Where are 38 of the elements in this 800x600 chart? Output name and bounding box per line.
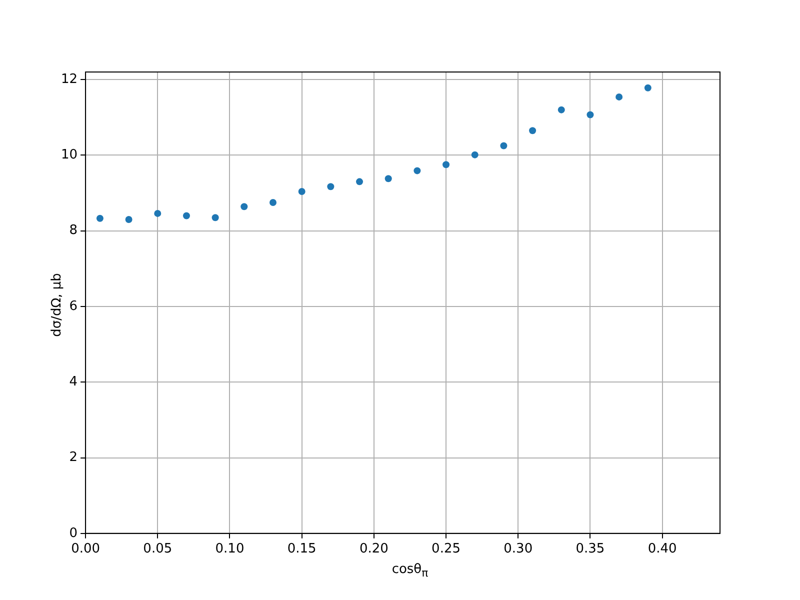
x-tick-label: 0.15 [287, 542, 316, 557]
point [586, 111, 594, 118]
y-tick-label: 0 [69, 526, 78, 541]
point [298, 188, 306, 196]
point [644, 84, 652, 92]
y-tick-label: 10 [60, 148, 78, 163]
y-axis-title: dσ/dΩ, μb [50, 273, 64, 337]
x-tick-label: 0.30 [504, 542, 533, 557]
point [471, 151, 478, 158]
point [269, 198, 276, 206]
point [500, 142, 508, 150]
point [212, 214, 219, 222]
x-tick-label: 0.00 [71, 542, 100, 557]
y-tick-label: 8 [69, 223, 78, 238]
y-tick-label: 2 [69, 450, 78, 466]
point [154, 210, 162, 217]
point [558, 106, 565, 114]
point [240, 203, 248, 210]
y-tick-label: 12 [60, 72, 78, 87]
point [125, 216, 132, 223]
point [529, 127, 536, 134]
x-tick-label: 0.10 [215, 542, 244, 557]
point [182, 212, 190, 220]
point [442, 161, 450, 168]
y-tick-label: 6 [69, 298, 78, 314]
x-tick-label: 0.35 [576, 542, 605, 557]
x-tick-label: 0.40 [648, 542, 677, 557]
x-tick-label: 0.05 [143, 542, 172, 557]
point [96, 214, 104, 222]
x-tick-label: 0.20 [359, 542, 388, 557]
point [384, 175, 392, 182]
x-axis-title: cosθ$_{π}$ [390, 562, 430, 580]
y-tick-label: 4 [69, 374, 78, 390]
point [616, 93, 623, 100]
point [327, 183, 334, 190]
x-tick-label: 0.25 [432, 542, 461, 557]
point [356, 178, 364, 186]
point [414, 167, 421, 174]
